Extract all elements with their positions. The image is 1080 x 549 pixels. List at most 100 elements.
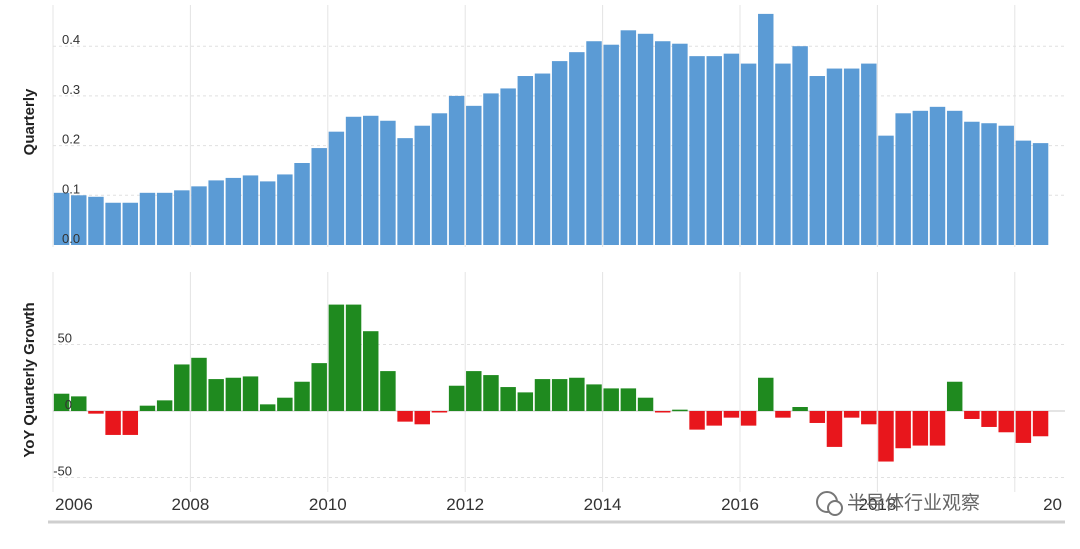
growth-bar-positive bbox=[139, 405, 156, 411]
x-tick-label: 20 bbox=[1043, 495, 1062, 514]
growth-bar-negative bbox=[397, 411, 413, 422]
quarterly-bar bbox=[328, 131, 345, 245]
y-tick-label: 0 bbox=[65, 397, 72, 412]
quarterly-bar bbox=[156, 192, 173, 245]
quarterly-bar bbox=[809, 76, 826, 246]
quarterly-bar bbox=[311, 148, 327, 245]
growth-bar-negative bbox=[912, 411, 929, 446]
quarterly-bar bbox=[105, 202, 121, 245]
growth-bar-positive bbox=[946, 381, 963, 411]
x-axis-ticks: 2006 2008 2010 2012 2014 2016 2018 20 bbox=[55, 495, 1062, 514]
growth-bar-positive bbox=[551, 379, 568, 411]
growth-bar-negative bbox=[1015, 411, 1032, 443]
growth-bar-negative bbox=[723, 411, 740, 418]
x-tick-label: 2012 bbox=[446, 495, 484, 514]
quarterly-bar bbox=[964, 121, 980, 245]
quarterly-bar bbox=[88, 196, 104, 245]
y-tick-label: 0.0 bbox=[62, 231, 80, 246]
quarterly-bar bbox=[706, 56, 722, 245]
growth-bar-negative bbox=[998, 411, 1014, 433]
growth-bar-positive bbox=[53, 393, 70, 411]
quarterly-bar bbox=[843, 68, 860, 245]
quarterly-bar bbox=[740, 63, 757, 246]
quarterly-bar bbox=[929, 106, 946, 245]
quarterly-bar bbox=[500, 88, 516, 245]
quarterly-bar bbox=[569, 52, 585, 245]
watermark: 半导体行业观察 bbox=[816, 491, 980, 516]
growth-bar-positive bbox=[569, 377, 585, 411]
growth-bar-negative bbox=[929, 411, 946, 446]
growth-bar-positive bbox=[517, 392, 534, 411]
x-tick-label: 2006 bbox=[55, 495, 93, 514]
quarterly-bar bbox=[242, 175, 259, 245]
quarterly-bar bbox=[345, 116, 362, 246]
quarterly-bar bbox=[946, 110, 963, 245]
growth-bar-positive bbox=[294, 381, 310, 411]
growth-bar-positive bbox=[363, 331, 379, 411]
growth-bar-positive bbox=[225, 377, 242, 411]
quarterly-bar bbox=[672, 43, 688, 246]
quarterly-bar bbox=[723, 53, 740, 245]
growth-bar-positive bbox=[448, 385, 465, 411]
quarterly-bar bbox=[981, 123, 997, 245]
y-tick-label: -50 bbox=[53, 464, 72, 479]
x-tick-label: 2014 bbox=[584, 495, 622, 514]
growth-bar-negative bbox=[654, 411, 671, 413]
quarterly-bar bbox=[620, 30, 637, 245]
growth-bar-positive bbox=[483, 375, 499, 411]
growth-bar-positive bbox=[637, 397, 654, 411]
growth-bar-positive bbox=[603, 388, 619, 411]
quarterly-bar bbox=[208, 180, 224, 245]
y-tick-label: 0.1 bbox=[62, 181, 80, 196]
quarterly-bar bbox=[861, 63, 877, 246]
quarterly-bar bbox=[294, 163, 310, 245]
yoy-y-ticks: -50 0 50 bbox=[53, 331, 72, 479]
growth-bar-negative bbox=[964, 411, 980, 419]
growth-bar-positive bbox=[758, 377, 774, 411]
quarterly-bar bbox=[277, 174, 293, 245]
growth-bar-positive bbox=[191, 357, 207, 411]
quarterly-bar bbox=[998, 125, 1014, 245]
quarterly-bar bbox=[792, 46, 808, 246]
quarterly-bar bbox=[534, 73, 551, 245]
x-tick-label: 2010 bbox=[309, 495, 347, 514]
quarterly-bar bbox=[878, 135, 894, 245]
quarterly-bar bbox=[517, 76, 534, 246]
y-tick-label: 0.2 bbox=[62, 132, 80, 147]
quarterly-bar bbox=[191, 186, 207, 245]
quarterly-bar bbox=[122, 202, 139, 245]
quarterly-y-ticks: 0.0 0.1 0.2 0.3 0.4 bbox=[62, 32, 80, 246]
growth-bar-positive bbox=[586, 384, 602, 411]
growth-bar-positive bbox=[208, 379, 224, 411]
quarterly-bar bbox=[826, 68, 843, 245]
quarterly-bar bbox=[414, 125, 430, 245]
growth-bar-positive bbox=[174, 364, 190, 411]
quarterly-bar bbox=[1015, 140, 1032, 245]
watermark-text: 半导体行业观察 bbox=[847, 492, 980, 514]
growth-bar-negative bbox=[431, 411, 448, 413]
growth-bar-positive bbox=[345, 304, 362, 411]
yoy-growth-axis-label: YoY Quarterly Growth bbox=[21, 302, 38, 457]
yoy-growth-bars bbox=[53, 304, 1049, 462]
growth-bar-negative bbox=[878, 411, 894, 462]
growth-bar-negative bbox=[414, 411, 430, 425]
quarterly-bar bbox=[448, 95, 465, 246]
quarterly-bar bbox=[654, 41, 671, 246]
growth-bar-positive bbox=[380, 371, 396, 411]
growth-bar-negative bbox=[740, 411, 757, 426]
quarterly-bar bbox=[775, 63, 791, 246]
x-tick-label: 2008 bbox=[171, 495, 209, 514]
x-tick-label: 2018 bbox=[858, 495, 896, 514]
y-tick-label: 0.3 bbox=[62, 82, 80, 97]
growth-bar-negative bbox=[88, 411, 104, 414]
quarterly-bar bbox=[758, 13, 774, 246]
growth-bar-positive bbox=[242, 376, 259, 411]
quarterly-bar bbox=[637, 33, 654, 245]
quarterly-bar bbox=[380, 120, 396, 245]
growth-bar-negative bbox=[826, 411, 843, 447]
quarterly-bar bbox=[431, 113, 448, 245]
growth-bar-positive bbox=[534, 379, 551, 411]
quarterly-bar bbox=[53, 192, 70, 245]
growth-bar-negative bbox=[861, 411, 877, 425]
